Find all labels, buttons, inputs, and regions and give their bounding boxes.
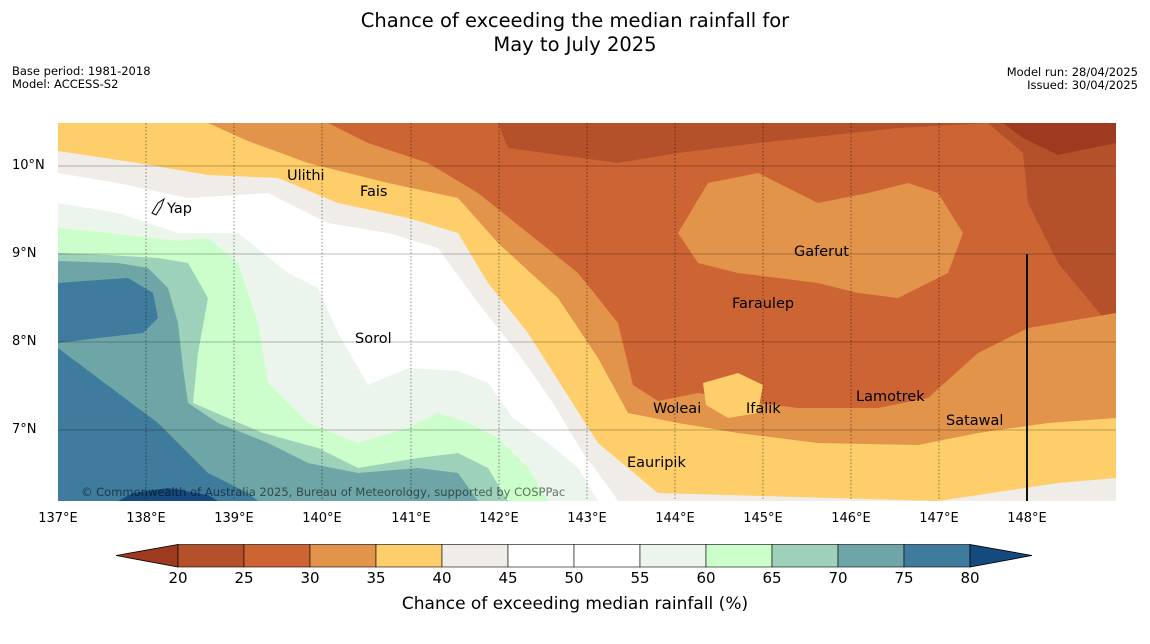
legend-bar <box>115 544 1033 568</box>
meta-right: Model run: 28/04/2025 Issued: 30/04/2025 <box>1007 66 1138 91</box>
meta-left: Base period: 1981-2018 Model: ACCESS-S2 <box>12 65 151 90</box>
lon-label-138e: 138°E <box>126 511 166 526</box>
legend-tick-label: 60 <box>696 569 716 587</box>
copyright-notice: © Commonwealth of Australia 2025, Bureau… <box>81 485 565 499</box>
legend-tick-label: 40 <box>432 569 452 587</box>
legend-cell <box>309 544 377 568</box>
model-run: Model run: 28/04/2025 <box>1006 65 1138 79</box>
legend-cell <box>837 544 905 568</box>
legend-cell <box>771 544 839 568</box>
lon-label-143e: 143°E <box>567 511 607 526</box>
place-gaferut: Gaferut <box>794 244 849 260</box>
contour-35-40-ifalik <box>703 373 763 418</box>
color-legend <box>115 544 1036 568</box>
lon-label-142e: 142°E <box>479 511 519 526</box>
legend-extend-low <box>115 544 179 568</box>
lon-label-146e: 146°E <box>831 511 871 526</box>
lon-label-140e: 140°E <box>302 511 342 526</box>
lon-label-137e: 137°E <box>38 511 78 526</box>
lon-label-141e: 141°E <box>391 511 431 526</box>
place-ulithi: Ulithi <box>287 168 325 184</box>
legend-tick-label: 50 <box>564 569 584 587</box>
legend-cell <box>903 544 971 568</box>
legend-tick-label: 20 <box>168 569 188 587</box>
place-yap: Yap <box>166 201 192 217</box>
contour-below-20 <box>1003 123 1116 155</box>
place-sorol: Sorol <box>355 331 392 347</box>
contour-30-35-gaferut <box>678 173 963 298</box>
meridians <box>145 123 940 501</box>
map-svg: Ulithi Fais Yap Gaferut Faraulep Sorol L… <box>58 123 1116 501</box>
legend-title: Chance of exceeding median rainfall (%) <box>401 594 749 614</box>
legend-cell <box>639 544 707 568</box>
legend-tick-label: 80 <box>960 569 980 587</box>
issued-date: Issued: 30/04/2025 <box>1027 77 1138 92</box>
base-period: Base period: 1981-2018 <box>12 64 151 78</box>
legend-cell <box>441 544 509 568</box>
lon-label-145e: 145°E <box>743 511 783 526</box>
place-eauripik: Eauripik <box>627 455 686 471</box>
legend-tick-label: 35 <box>366 569 386 587</box>
contour-above-80 <box>118 488 218 501</box>
contour-75-80-lower <box>58 348 258 501</box>
legend-tick-label: 65 <box>762 569 782 587</box>
place-ifalik: Ifalik <box>746 401 781 417</box>
place-woleai: Woleai <box>653 401 701 417</box>
legend-tick-label: 55 <box>630 569 650 587</box>
rainfall-map: Ulithi Fais Yap Gaferut Faraulep Sorol L… <box>58 123 1116 501</box>
legend-cell <box>507 544 575 568</box>
legend-cell <box>705 544 773 568</box>
map-title: Chance of exceeding the median rainfall … <box>0 9 1150 57</box>
lon-label-144e: 144°E <box>655 511 695 526</box>
legend-tick-label: 25 <box>234 569 254 587</box>
legend-cell <box>573 544 641 568</box>
model-name: Model: ACCESS-S2 <box>12 76 119 91</box>
legend-cell <box>243 544 311 568</box>
legend-tick-label: 45 <box>498 569 518 587</box>
legend-cell <box>177 544 245 568</box>
place-labels: Ulithi Fais Yap Gaferut Faraulep Sorol L… <box>166 168 1003 471</box>
place-lamotrek: Lamotrek <box>856 389 925 405</box>
place-fais: Fais <box>360 184 387 200</box>
legend-tick-label: 75 <box>894 569 914 587</box>
place-faraulep: Faraulep <box>732 296 794 312</box>
lat-label-10n: 10°N <box>12 158 45 173</box>
title-line-2: May to July 2025 <box>493 33 657 56</box>
lon-label-139e: 139°E <box>214 511 254 526</box>
lat-label-9n: 9°N <box>12 246 37 261</box>
lat-label-7n: 7°N <box>12 422 37 437</box>
lon-label-147e: 147°E <box>919 511 959 526</box>
contour-75-80-upper <box>58 278 158 343</box>
legend-tick-label: 30 <box>300 569 320 587</box>
legend-cell <box>375 544 443 568</box>
place-satawal: Satawal <box>946 413 1003 429</box>
title-line-1: Chance of exceeding the median rainfall … <box>360 9 790 32</box>
lon-label-148e: 148°E <box>1007 511 1047 526</box>
legend-tick-label: 70 <box>828 569 848 587</box>
legend-extend-high <box>969 544 1033 568</box>
lat-label-8n: 8°N <box>12 334 37 349</box>
yap-island-shape <box>151 197 166 216</box>
